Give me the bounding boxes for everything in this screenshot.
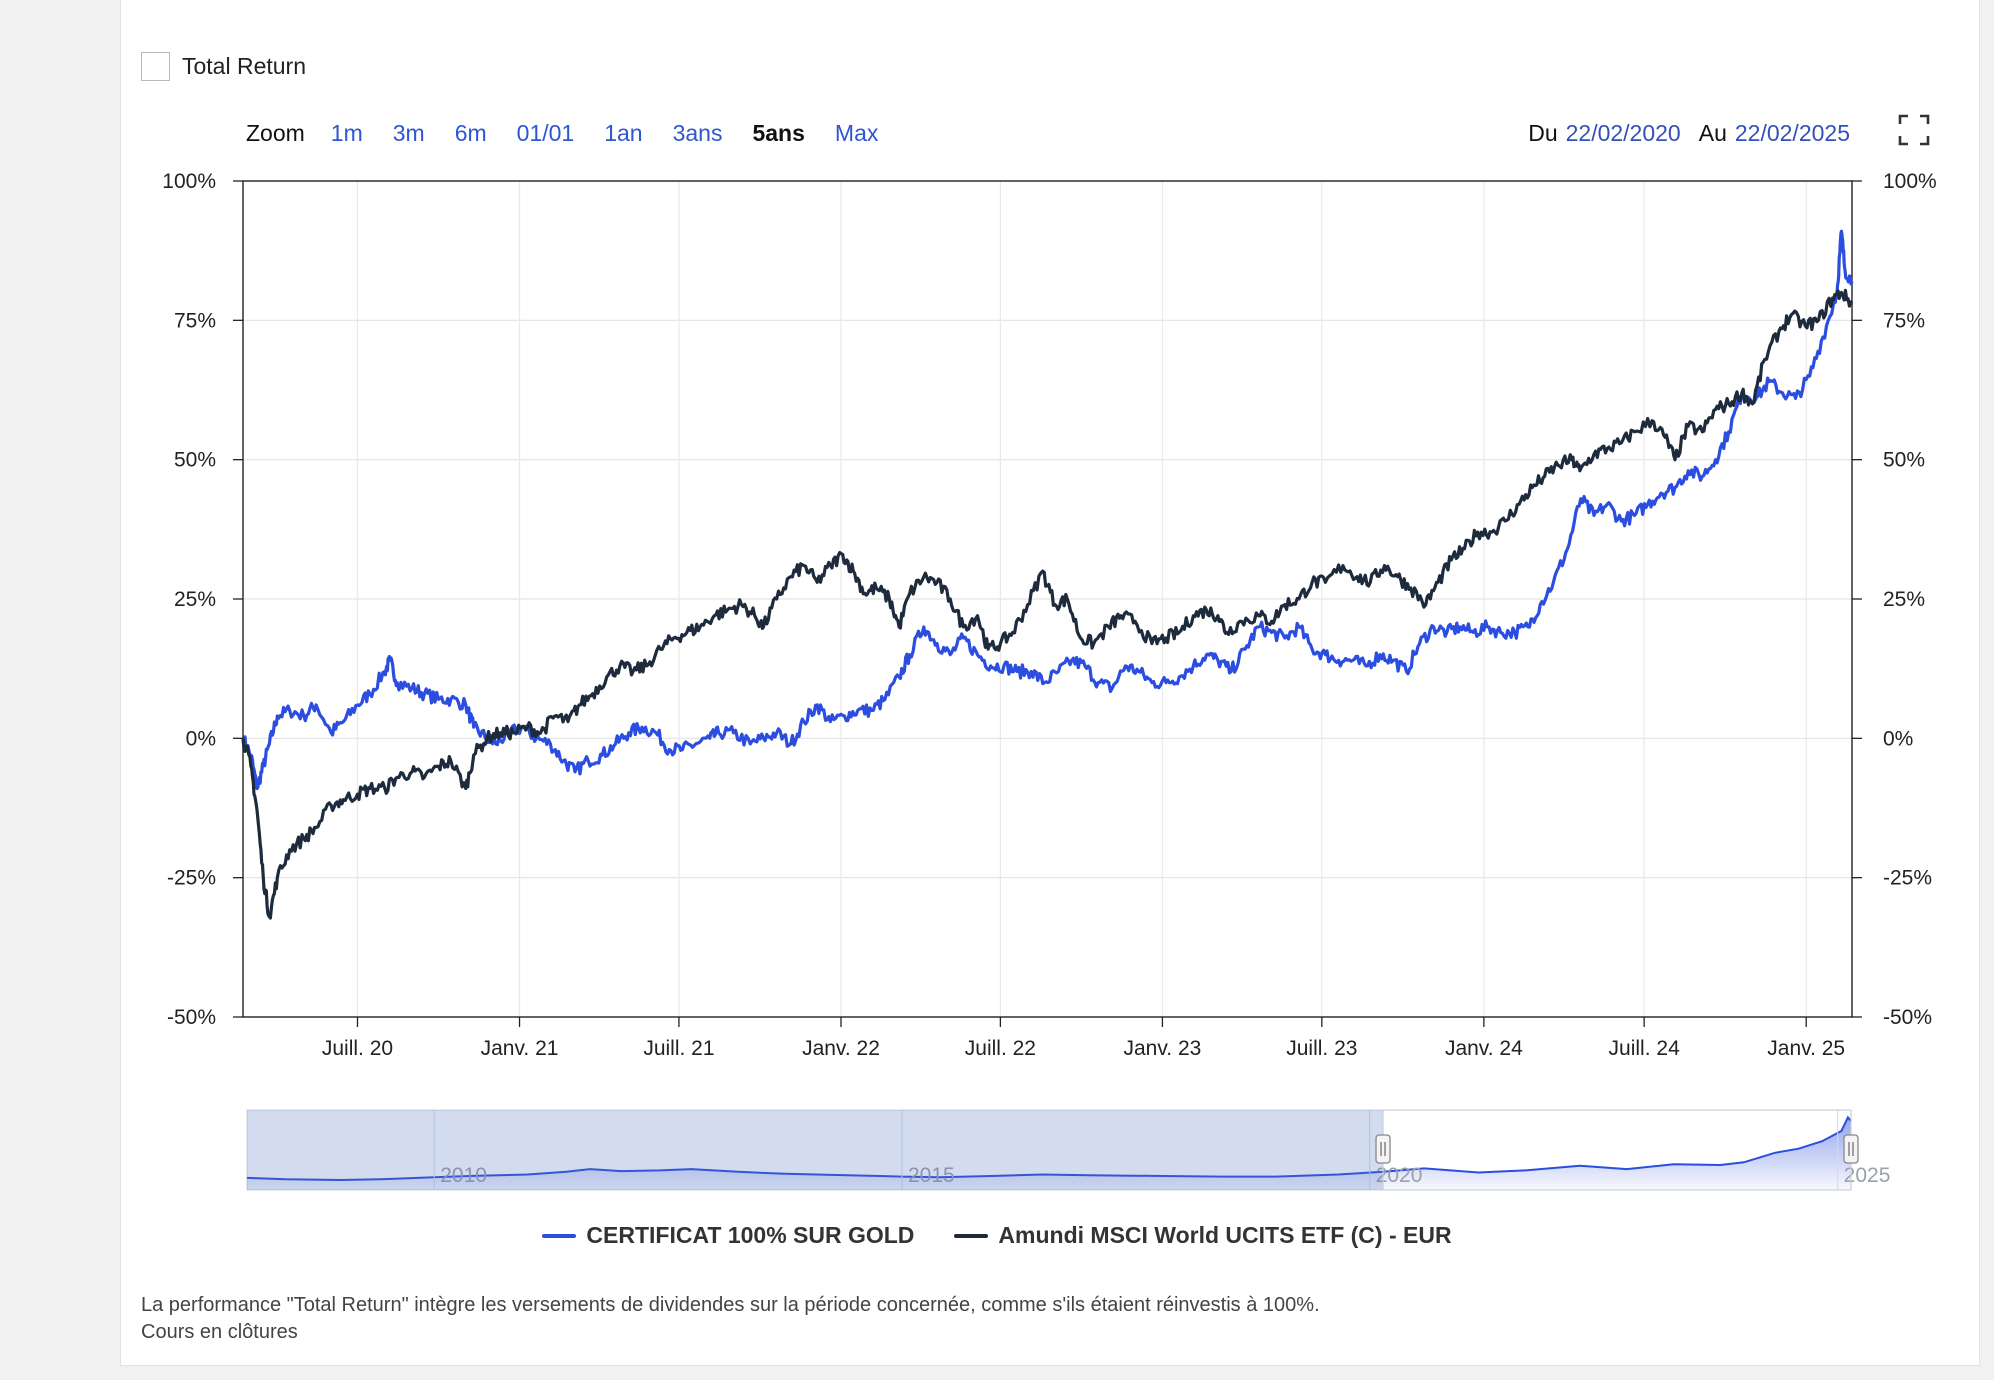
zoom-bar: Zoom 1m 3m 6m 01/01 1an 3ans 5ans Max	[246, 120, 908, 147]
navigator-handle-right[interactable]	[1843, 1134, 1859, 1164]
legend-label-gold: CERTIFICAT 100% SUR GOLD	[586, 1222, 915, 1248]
range-to-input[interactable]: 22/02/2025	[1734, 120, 1850, 146]
total-return-label: Total Return	[182, 53, 307, 79]
x-tick-label: Juill. 20	[322, 1037, 393, 1060]
y-tick-label-right: 50%	[1883, 449, 1925, 472]
range-to-label: Au	[1698, 120, 1727, 146]
x-tick-label: Juill. 24	[1609, 1037, 1681, 1060]
x-tick-label: Janv. 25	[1767, 1037, 1845, 1060]
footnote-closing-prices: Cours en clôtures	[141, 1321, 298, 1343]
date-range-selector: Du 22/02/2020 Au 22/02/2025	[1528, 120, 1850, 147]
total-return-toggle[interactable]: Total Return	[141, 52, 306, 81]
zoom-label: Zoom	[246, 120, 305, 146]
zoom-button-3ans[interactable]: 3ans	[672, 120, 723, 146]
y-tick-label-right: 75%	[1883, 309, 1925, 332]
grid-lines	[243, 180, 1852, 1018]
navigator-year-label: 2020	[1376, 1164, 1423, 1187]
x-tick-label: Janv. 21	[481, 1037, 559, 1060]
y-tick-label-left: 100%	[162, 170, 216, 193]
handle-grip[interactable]	[1843, 1134, 1859, 1164]
range-from-label: Du	[1528, 120, 1558, 146]
legend-swatch-gold	[542, 1233, 577, 1238]
y-tick-label-right: 0%	[1883, 727, 1913, 750]
zoom-button-6m[interactable]: 6m	[454, 120, 487, 146]
navigator-area	[247, 1117, 1851, 1190]
navigator-mask	[247, 1110, 1384, 1190]
navigator-year-label: 2015	[908, 1164, 955, 1187]
navigator-year-label: 2025	[1844, 1164, 1891, 1187]
axes: -50% -50% -25% -25% 0% 0% 25% 25% 50% 50% 75% 75% 10…	[162, 170, 1936, 1060]
y-tick-label-left: 25%	[174, 588, 216, 611]
y-tick-label-left: 50%	[174, 449, 216, 472]
x-tick-label: Janv. 22	[802, 1037, 880, 1060]
series-line-gold	[241, 229, 1854, 791]
legend-label-msci: Amundi MSCI World UCITS ETF (C) - EUR	[998, 1222, 1452, 1248]
y-tick-label-right: -50%	[1883, 1006, 1932, 1029]
line-chart: -50% -50% -25% -25% 0% 0% 25% 25% 50% 50% 75% 75% 10…	[162, 170, 1937, 1191]
x-tick-label: Juill. 23	[1286, 1037, 1357, 1060]
handle-grip[interactable]	[1375, 1134, 1391, 1164]
fullscreen-icon[interactable]	[1898, 114, 1930, 146]
total-return-checkbox[interactable]	[141, 52, 170, 81]
y-tick-label-right: -25%	[1883, 867, 1932, 890]
x-tick-label: Janv. 24	[1445, 1037, 1523, 1060]
navigator-line	[246, 1115, 1852, 1182]
x-tick-label: Juill. 22	[965, 1037, 1036, 1060]
y-tick-label-left: 75%	[174, 309, 216, 332]
y-tick-label-left: -50%	[167, 1006, 216, 1029]
navigator-handle-left[interactable]	[1375, 1134, 1391, 1164]
zoom-button-max[interactable]: Max	[834, 120, 879, 146]
x-tick-label: Janv. 23	[1124, 1037, 1202, 1060]
zoom-button-1an[interactable]: 1an	[604, 120, 643, 146]
y-tick-label-left: 0%	[186, 727, 216, 750]
legend-item-gold[interactable]: CERTIFICAT 100% SUR GOLD	[542, 1222, 914, 1249]
chart-legend: CERTIFICAT 100% SUR GOLD Amundi MSCI Wor…	[0, 1222, 1994, 1249]
zoom-button-5ans[interactable]: 5ans	[752, 120, 805, 146]
x-tick-label: Juill. 21	[643, 1037, 714, 1060]
series-layer	[241, 229, 1854, 920]
navigator[interactable]: 2010 2015 2020 2025	[246, 1109, 1891, 1191]
footnote-total-return: La performance "Total Return" intègre le…	[141, 1294, 1320, 1316]
y-tick-label-right: 100%	[1883, 170, 1937, 193]
legend-item-msci[interactable]: Amundi MSCI World UCITS ETF (C) - EUR	[954, 1222, 1452, 1249]
zoom-button-3m[interactable]: 3m	[392, 120, 425, 146]
y-tick-label-right: 25%	[1883, 588, 1925, 611]
series-line-msci	[241, 288, 1854, 920]
y-tick-label-left: -25%	[167, 867, 216, 890]
plot-frame	[242, 180, 1853, 1018]
zoom-button-ytd[interactable]: 01/01	[516, 120, 575, 146]
footnote: La performance "Total Return" intègre le…	[141, 1292, 1320, 1346]
navigator-year-label: 2010	[440, 1164, 487, 1187]
legend-swatch-msci	[954, 1233, 989, 1238]
zoom-button-1m[interactable]: 1m	[330, 120, 363, 146]
range-from-input[interactable]: 22/02/2020	[1565, 120, 1681, 146]
